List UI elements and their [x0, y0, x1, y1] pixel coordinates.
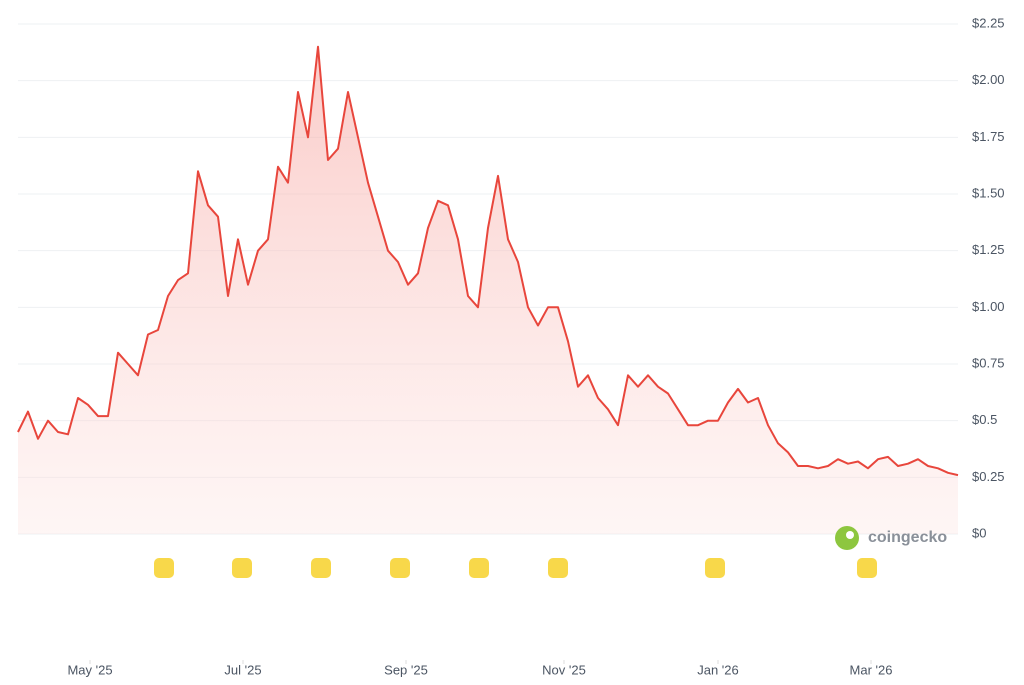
logo-eye	[846, 531, 854, 539]
x-tick-label: Sep '25	[384, 662, 428, 677]
y-tick-label: $1.00	[972, 299, 1005, 314]
event-icon	[232, 558, 252, 578]
event-icon	[154, 558, 174, 578]
y-tick-label: $0	[972, 525, 986, 540]
x-tick-label: Nov '25	[542, 662, 586, 677]
x-tick-label: Jul '25	[224, 662, 261, 677]
event-icons	[154, 558, 877, 578]
event-icon	[548, 558, 568, 578]
event-icon	[857, 558, 877, 578]
area	[18, 46, 958, 534]
y-tick-label: $2.25	[972, 15, 1005, 30]
x-tick-label: Mar '26	[850, 662, 893, 677]
y-tick-label: $1.50	[972, 185, 1005, 200]
event-icon	[705, 558, 725, 578]
x-tick-label: May '25	[67, 662, 112, 677]
y-tick-label: $2.00	[972, 72, 1005, 87]
y-tick-label: $1.75	[972, 129, 1005, 144]
event-icon	[469, 558, 489, 578]
watermark: coingecko	[868, 529, 947, 546]
event-icon	[390, 558, 410, 578]
plot: $0 $0.25 $0.5 $0.75 $1.00 $1.25 $1.50 $1.75 $2.0…	[17, 15, 1005, 677]
price-line	[17, 45, 959, 477]
logo-icon	[835, 526, 859, 550]
y-tick-label: $0.5	[972, 412, 997, 427]
y-tick-label: $0.25	[972, 469, 1005, 484]
logo: coingecko	[835, 526, 947, 550]
event-icon	[311, 558, 331, 578]
x-tick-label: Jan '26	[697, 662, 739, 677]
y-tick-label: $0.75	[972, 355, 1005, 370]
y-tick-label: $1.25	[972, 242, 1005, 257]
